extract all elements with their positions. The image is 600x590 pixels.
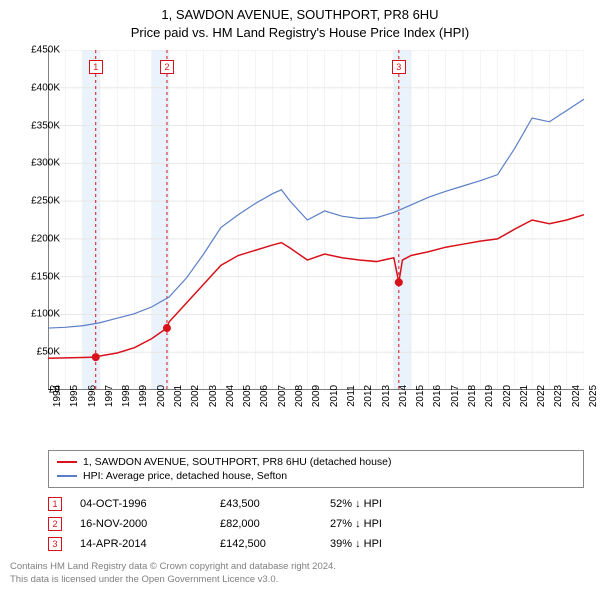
sales-price: £43,500 (220, 498, 330, 510)
footer-attribution: Contains HM Land Registry data © Crown c… (10, 561, 336, 586)
x-tick-label: 2007 (277, 385, 288, 407)
sales-date: 16-NOV-2000 (80, 518, 220, 530)
sales-row: 1 04-OCT-1996£43,50052% ↓ HPI (48, 494, 584, 514)
x-tick-label: 2021 (519, 385, 530, 407)
x-tick-label: 2013 (381, 385, 392, 407)
x-tick-label: 2003 (208, 385, 219, 407)
x-tick-label: 2004 (225, 385, 236, 407)
sales-marker-box: 2 (48, 517, 62, 531)
x-tick-label: 1995 (69, 385, 80, 407)
legend-label: HPI: Average price, detached house, Seft… (83, 470, 287, 482)
y-tick-label: £100K (10, 309, 60, 320)
legend-label: 1, SAWDON AVENUE, SOUTHPORT, PR8 6HU (de… (83, 456, 392, 468)
sales-table: 1 04-OCT-1996£43,50052% ↓ HPI 2 16-NOV-2000… (48, 494, 584, 554)
x-tick-label: 1999 (138, 385, 149, 407)
x-tick-label: 2010 (329, 385, 340, 407)
sales-diff: 39% ↓ HPI (330, 538, 440, 550)
x-tick-label: 2000 (156, 385, 167, 407)
x-tick-label: 2017 (450, 385, 461, 407)
legend-item: HPI: Average price, detached house, Seft… (57, 469, 575, 483)
x-tick-label: 1996 (87, 385, 98, 407)
x-tick-label: 2022 (536, 385, 547, 407)
sales-diff: 27% ↓ HPI (330, 518, 440, 530)
x-tick-label: 1997 (104, 385, 115, 407)
x-tick-label: 2009 (311, 385, 322, 407)
x-tick-label: 2018 (467, 385, 478, 407)
y-tick-label: £200K (10, 233, 60, 244)
sales-date: 04-OCT-1996 (80, 498, 220, 510)
legend-item: 1, SAWDON AVENUE, SOUTHPORT, PR8 6HU (de… (57, 455, 575, 469)
sales-date: 14-APR-2014 (80, 538, 220, 550)
y-tick-label: £300K (10, 158, 60, 169)
x-tick-label: 2006 (259, 385, 270, 407)
y-tick-label: £450K (10, 45, 60, 56)
sales-marker-box: 1 (48, 497, 62, 511)
x-tick-label: 2016 (432, 385, 443, 407)
chart-container: 1, SAWDON AVENUE, SOUTHPORT, PR8 6HU Pri… (0, 0, 600, 590)
footer-line-2: This data is licensed under the Open Gov… (10, 574, 336, 586)
legend-swatch (57, 461, 77, 463)
x-tick-label: 2011 (346, 385, 357, 407)
sales-price: £82,000 (220, 518, 330, 530)
x-tick-label: 2023 (553, 385, 564, 407)
x-tick-label: 2019 (484, 385, 495, 407)
chart-plot-area (48, 50, 584, 390)
title-line-2: Price paid vs. HM Land Registry's House … (0, 24, 600, 42)
chart-svg (48, 50, 584, 390)
legend-swatch (57, 475, 77, 477)
sales-row: 3 14-APR-2014£142,50039% ↓ HPI (48, 534, 584, 554)
x-tick-label: 1994 (52, 385, 63, 407)
x-tick-label: 2014 (398, 385, 409, 407)
x-tick-label: 2025 (588, 385, 599, 407)
event-marker-box: 3 (392, 60, 406, 74)
x-tick-label: 2012 (363, 385, 374, 407)
x-tick-label: 2020 (502, 385, 513, 407)
x-tick-label: 2024 (571, 385, 582, 407)
y-tick-label: £400K (10, 82, 60, 93)
footer-line-1: Contains HM Land Registry data © Crown c… (10, 561, 336, 573)
x-tick-label: 2005 (242, 385, 253, 407)
sales-marker-box: 3 (48, 537, 62, 551)
x-tick-label: 2002 (190, 385, 201, 407)
legend: 1, SAWDON AVENUE, SOUTHPORT, PR8 6HU (de… (48, 450, 584, 488)
y-tick-label: £150K (10, 271, 60, 282)
event-marker-box: 2 (160, 60, 174, 74)
x-tick-label: 1998 (121, 385, 132, 407)
y-tick-label: £50K (10, 347, 60, 358)
title-line-1: 1, SAWDON AVENUE, SOUTHPORT, PR8 6HU (0, 6, 600, 24)
sales-price: £142,500 (220, 538, 330, 550)
x-tick-label: 2008 (294, 385, 305, 407)
x-tick-label: 2001 (173, 385, 184, 407)
y-tick-label: £250K (10, 196, 60, 207)
event-marker-box: 1 (89, 60, 103, 74)
sales-diff: 52% ↓ HPI (330, 498, 440, 510)
title-block: 1, SAWDON AVENUE, SOUTHPORT, PR8 6HU Pri… (0, 0, 600, 42)
x-tick-label: 2015 (415, 385, 426, 407)
y-tick-label: £350K (10, 120, 60, 131)
sales-row: 2 16-NOV-2000£82,00027% ↓ HPI (48, 514, 584, 534)
